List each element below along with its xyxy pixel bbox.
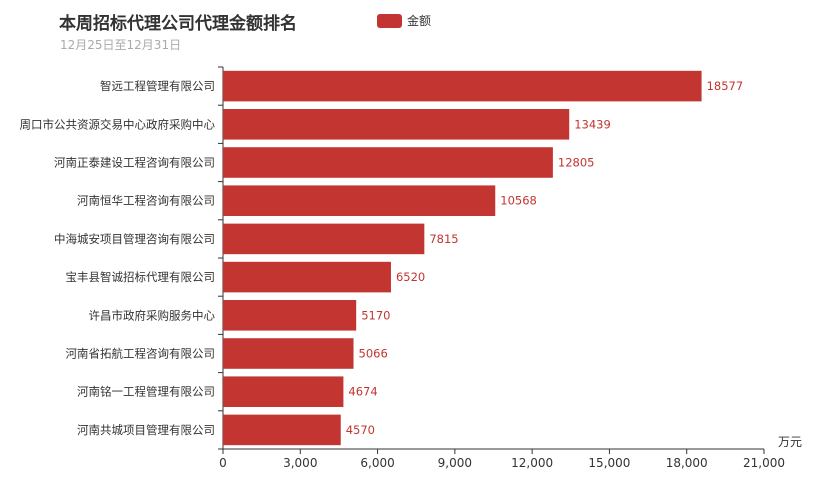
legend-label: 金额 xyxy=(407,14,432,28)
legend-swatch xyxy=(377,13,402,28)
category-label: 河南共城项目管理有限公司 xyxy=(77,423,215,437)
x-tick-label: 12,000 xyxy=(511,456,553,470)
data-label: 5066 xyxy=(359,347,388,361)
bar xyxy=(223,414,341,446)
x-tick-label: 3,000 xyxy=(283,456,317,470)
data-label: 5170 xyxy=(361,308,390,322)
x-tick-label: 15,000 xyxy=(588,456,630,470)
bar xyxy=(223,70,702,102)
category-label: 河南恒华工程咨询有限公司 xyxy=(77,194,215,208)
data-label: 4570 xyxy=(346,423,375,437)
data-label: 10568 xyxy=(500,194,537,208)
category-label: 智远工程管理有限公司 xyxy=(100,79,215,93)
bar xyxy=(223,300,357,331)
category-label: 宝丰县智诚招标代理有限公司 xyxy=(66,270,216,284)
data-label: 13439 xyxy=(574,117,611,131)
category-label: 河南铭一工程管理有限公司 xyxy=(77,385,215,399)
bar xyxy=(223,376,344,407)
x-axis-name: 万元 xyxy=(778,435,802,449)
category-label: 周口市公共资源交易中心政府采购中心 xyxy=(20,117,216,131)
category-label: 中海城安项目管理咨询有限公司 xyxy=(54,232,215,246)
x-tick-label: 9,000 xyxy=(438,456,472,470)
bar xyxy=(223,223,425,255)
chart-title: 本周招标代理公司代理金额排名 xyxy=(59,14,297,34)
category-label: 河南正泰建设工程咨询有限公司 xyxy=(54,156,215,170)
data-label: 4674 xyxy=(348,385,377,399)
category-label: 河南省拓航工程咨询有限公司 xyxy=(66,347,216,361)
bar xyxy=(223,109,570,140)
bar xyxy=(223,185,496,216)
x-tick-label: 21,000 xyxy=(743,456,785,470)
category-label: 许昌市政府采购服务中心 xyxy=(89,308,216,322)
data-label: 12805 xyxy=(558,156,595,170)
bar xyxy=(223,147,553,178)
x-tick-label: 6,000 xyxy=(360,456,394,470)
bar xyxy=(223,338,354,369)
data-label: 6520 xyxy=(396,270,425,284)
data-label: 7815 xyxy=(429,232,458,246)
x-tick-label: 0 xyxy=(219,456,227,470)
bar xyxy=(223,261,391,293)
x-tick-label: 18,000 xyxy=(666,456,708,470)
chart-subtitle: 12月25日至12月31日 xyxy=(60,38,182,52)
legend[interactable]: 金额 xyxy=(377,12,431,29)
data-label: 18577 xyxy=(707,79,744,93)
